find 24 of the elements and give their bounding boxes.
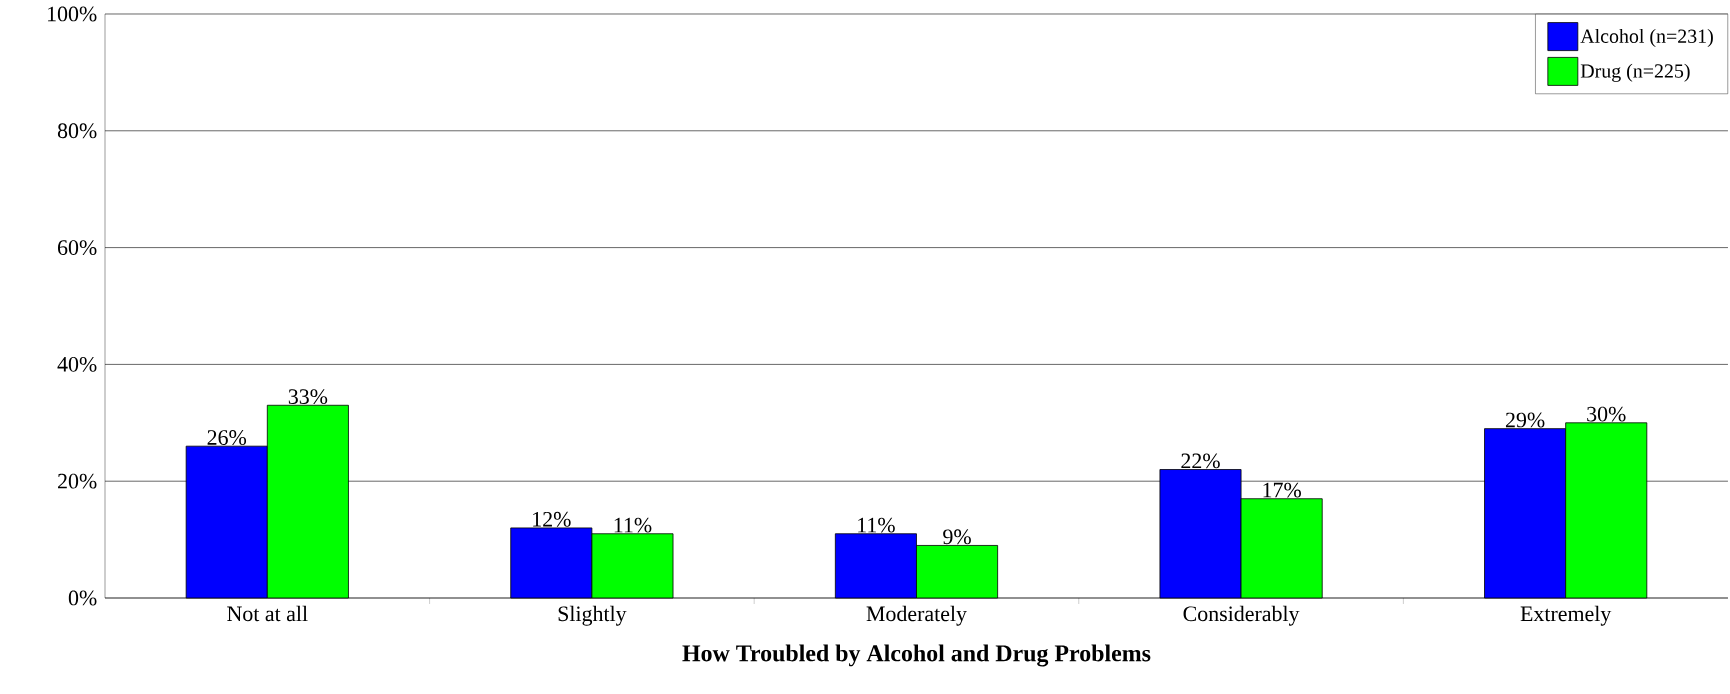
data-label: 9% <box>943 529 971 545</box>
y-tick-label: 60% <box>57 240 97 256</box>
x-tick-label: Moderately <box>866 605 967 626</box>
legend-label: Drug (n=225) <box>1580 63 1690 82</box>
data-label: 29% <box>1505 412 1545 428</box>
y-tick-label: 80% <box>57 123 97 139</box>
data-label: 22% <box>1181 453 1220 469</box>
y-tick-label: 40% <box>57 356 97 372</box>
x-tick-label: Extremely <box>1520 605 1612 626</box>
x-tick-label: Slightly <box>558 605 627 626</box>
y-tick-label: 100% <box>48 6 97 22</box>
data-label: 30% <box>1587 406 1626 422</box>
x-tick-label: Considerably <box>1183 605 1300 626</box>
data-label: 26% <box>207 430 247 445</box>
y-tick-label: 0% <box>68 590 97 606</box>
x-axis-title: How Troubled by Alcohol and Drug Problems <box>682 644 1151 667</box>
data-label: 11% <box>858 517 895 533</box>
legend-label: Alcohol (n=231) <box>1580 28 1713 47</box>
data-label: 33% <box>288 389 328 405</box>
data-label: 17% <box>1263 482 1301 498</box>
data-label: 11% <box>614 517 652 533</box>
y-tick-label: 20% <box>58 473 97 489</box>
x-tick-label: Not at all <box>227 605 308 622</box>
data-label: 12% <box>533 511 571 527</box>
